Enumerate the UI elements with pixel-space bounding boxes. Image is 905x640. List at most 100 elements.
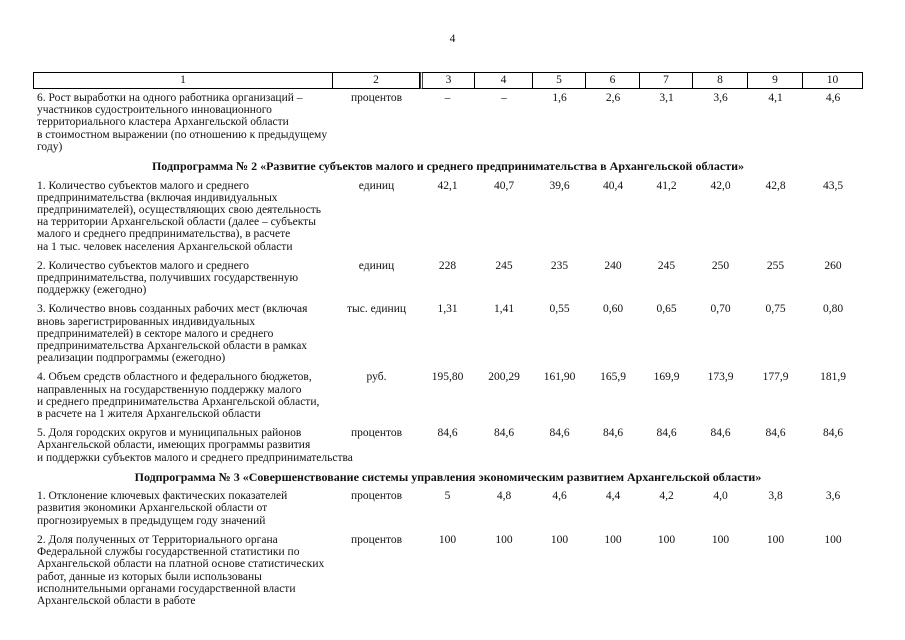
value-cell: 4,6: [825, 92, 841, 104]
value-cell: 195,80: [431, 371, 464, 384]
value-cell: 181,9: [820, 371, 846, 384]
value-cell: 235: [550, 259, 569, 272]
table-row: 5. Доля городских округов и муниципальны…: [33, 427, 863, 464]
column-header: 5: [533, 72, 586, 89]
unit-cell: руб.: [366, 371, 387, 384]
value-cell: 84,6: [765, 427, 786, 440]
value-cell: 84,6: [493, 427, 515, 440]
section-heading: Подпрограмма № 3 «Совершенствование сист…: [134, 469, 762, 484]
value-cell: 4,0: [713, 490, 728, 503]
value-cell: 255: [766, 259, 785, 272]
value-cell: 100: [604, 533, 622, 546]
unit-cell: процентов: [350, 490, 403, 503]
value-cell: 43,5: [822, 179, 844, 192]
value-cell: 100: [438, 533, 457, 546]
value-cell: 1,6: [552, 92, 567, 104]
value-cell: –: [501, 92, 507, 104]
unit-cell: процентов: [350, 533, 403, 546]
table-row: 6. Рост выработки на одного работника ор…: [33, 92, 863, 153]
value-cell: 42,8: [765, 179, 786, 192]
value-cell: 100: [711, 533, 730, 546]
value-cell: 0,75: [765, 303, 786, 316]
value-cell: 161,90: [543, 371, 576, 384]
value-cell: –: [444, 92, 451, 104]
value-cell: 3,8: [768, 490, 783, 503]
unit-cell: единиц: [358, 259, 395, 272]
value-cell: 260: [824, 259, 842, 272]
value-cell: 177,9: [762, 371, 789, 384]
column-header: 10: [803, 72, 863, 89]
value-cell: 100: [495, 533, 513, 546]
value-cell: 84,6: [549, 427, 570, 440]
unit-cell: процентов: [350, 427, 403, 440]
value-cell: 84,6: [602, 427, 624, 440]
indicators-table: 1 2 3 4 5 6 7 8 9 10 6. Рост выработки на одного …: [33, 72, 863, 607]
indicator-cell: 6. Рост выработки на одного работника ор…: [37, 92, 328, 153]
value-cell: 200,29: [488, 371, 520, 384]
value-cell: 3,6: [713, 92, 728, 104]
value-cell: 0,60: [602, 303, 624, 316]
value-cell: 84,6: [710, 427, 731, 440]
page-number: 4: [449, 33, 456, 45]
value-cell: 39,6: [549, 179, 570, 192]
value-cell: 100: [766, 533, 785, 546]
column-header: 2: [333, 72, 420, 89]
value-cell: 240: [604, 259, 622, 272]
value-cell: 42,1: [437, 179, 458, 192]
value-cell: 40,7: [493, 179, 515, 192]
value-cell: 0,80: [822, 303, 844, 316]
value-cell: 4,6: [552, 490, 567, 503]
section-heading: Подпрограмма № 2 «Развитие субъектов мал…: [151, 159, 745, 174]
value-cell: 245: [657, 259, 676, 272]
table-body: 6. Рост выработки на одного работника ор…: [33, 92, 863, 607]
column-header: 4: [475, 72, 533, 89]
unit-cell: единиц: [358, 179, 395, 192]
table-header-row: 1 2 3 4 5 6 7 8 9 10: [33, 72, 863, 89]
column-header: 8: [693, 72, 748, 89]
value-cell: 4,2: [659, 490, 674, 503]
value-cell: 245: [495, 259, 513, 272]
table-row: 1. Отклонение ключевых фактических показ…: [33, 490, 863, 527]
value-cell: 5: [444, 490, 451, 503]
indicator-cell: 5. Доля городских округов и муниципальны…: [37, 427, 353, 464]
indicator-cell: 2. Количество субъектов малого и среднег…: [37, 259, 299, 297]
value-cell: 165,9: [600, 371, 626, 384]
column-header: 1: [33, 72, 333, 89]
indicator-cell: 3. Количество вновь созданных рабочих ме…: [37, 303, 308, 365]
table-row: 4. Объем средств областного и федерально…: [33, 371, 863, 420]
value-cell: 3,1: [659, 92, 674, 104]
table-row: 2. Количество субъектов малого и среднег…: [33, 260, 863, 297]
value-cell: 41,2: [656, 179, 677, 192]
column-header: 3: [420, 72, 475, 89]
value-cell: 169,9: [653, 371, 680, 384]
value-cell: 0,65: [656, 303, 677, 316]
value-cell: 84,6: [437, 427, 458, 440]
value-cell: 2,6: [605, 92, 621, 104]
table-row: 2. Доля полученных от Территориального о…: [33, 534, 863, 607]
value-cell: 3,6: [825, 490, 841, 503]
indicator-cell: 1. Отклонение ключевых фактических показ…: [37, 490, 288, 527]
value-cell: 100: [657, 533, 676, 546]
table-row: 3. Количество вновь созданных рабочих ме…: [33, 303, 863, 364]
value-cell: 100: [824, 533, 842, 546]
value-cell: 0,55: [549, 303, 570, 316]
table-row: 1. Количество субъектов малого и среднег…: [33, 180, 863, 253]
value-cell: 0,70: [710, 303, 731, 316]
value-cell: 84,6: [656, 427, 677, 440]
value-cell: 173,9: [707, 371, 734, 384]
value-cell: 228: [438, 259, 457, 272]
unit-cell: процентов: [350, 92, 403, 104]
value-cell: 4,8: [496, 490, 512, 503]
value-cell: 1,31: [437, 303, 458, 316]
column-header: 7: [640, 72, 693, 89]
column-header: 9: [748, 72, 803, 89]
value-cell: 100: [550, 533, 569, 546]
value-cell: 42,0: [710, 179, 731, 192]
value-cell: 84,6: [822, 427, 844, 440]
unit-cell: тыс. единиц: [346, 303, 407, 316]
value-cell: 4,4: [605, 490, 621, 503]
column-header: 6: [586, 72, 640, 89]
value-cell: 250: [711, 259, 730, 272]
indicator-cell: 1. Количество субъектов малого и среднег…: [37, 179, 322, 253]
